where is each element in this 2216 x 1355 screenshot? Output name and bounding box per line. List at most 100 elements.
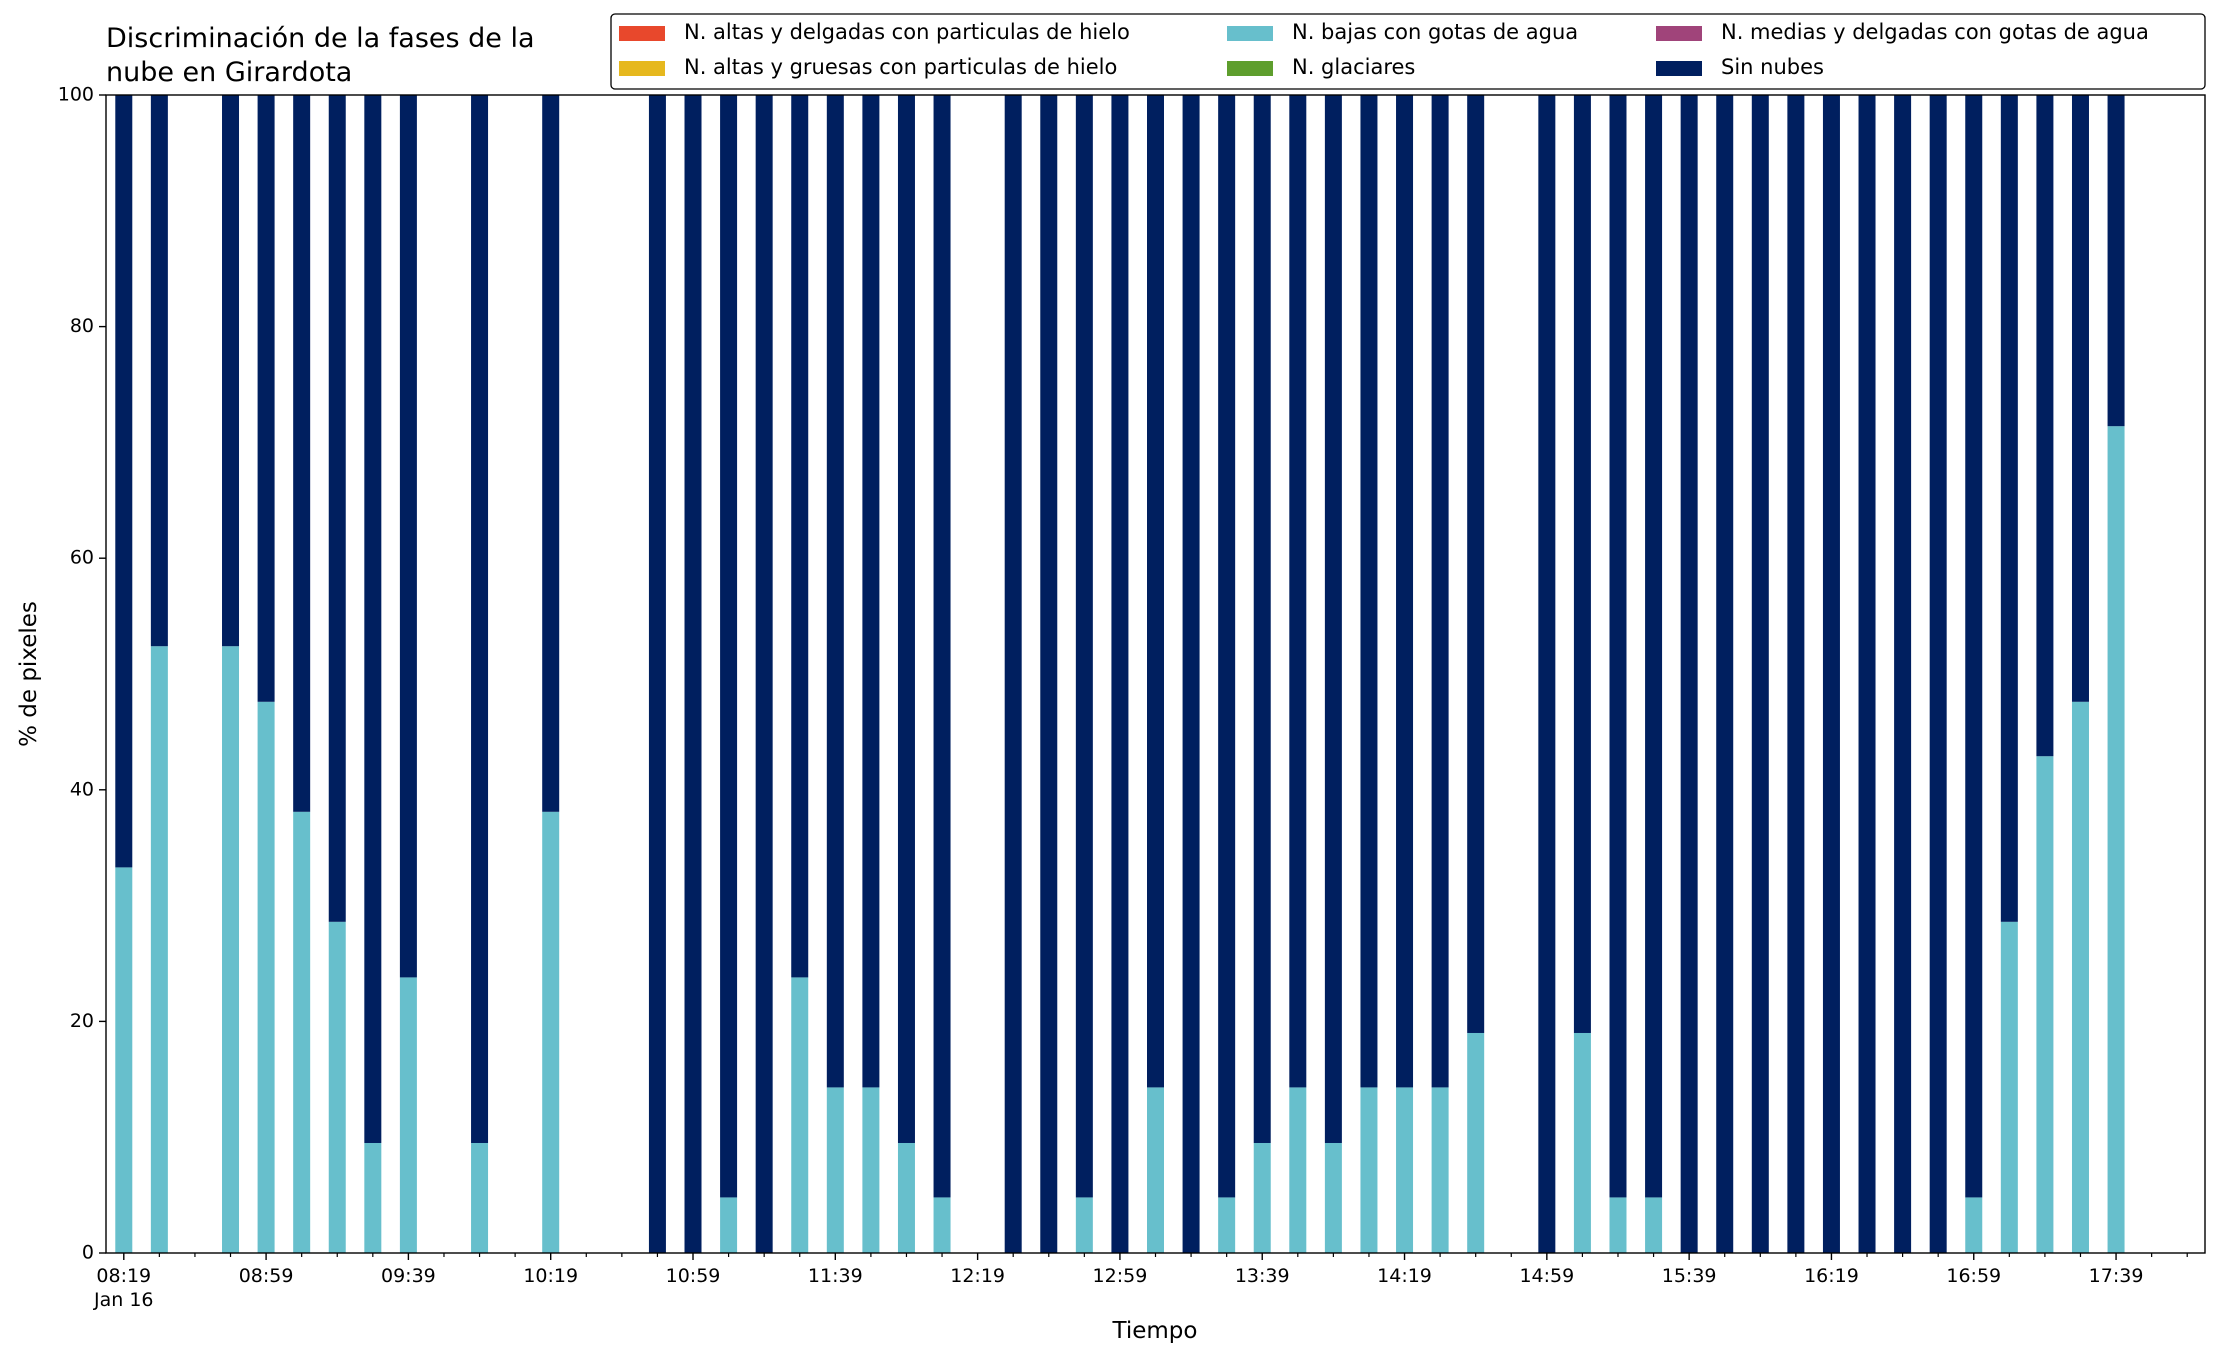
bar-segment xyxy=(1573,95,1591,1033)
bar-segment xyxy=(1609,1197,1627,1253)
bar-segment xyxy=(933,95,951,1198)
x-tick-label: 08:59 xyxy=(239,1265,294,1287)
bar-segment xyxy=(826,1087,844,1253)
bar-segment xyxy=(1680,95,1698,1253)
x-tick-label: 14:59 xyxy=(1519,1265,1574,1287)
bar-segment xyxy=(150,95,168,647)
bar-segment xyxy=(1111,95,1129,1253)
y-axis-label: % de pixeles xyxy=(16,601,42,747)
bar-segment xyxy=(471,1142,489,1253)
y-tick-label: 20 xyxy=(70,1010,94,1032)
bar-segment xyxy=(222,646,240,1253)
legend-swatch xyxy=(619,26,665,41)
legend-swatch xyxy=(1656,61,1702,76)
bar-segment xyxy=(720,1197,738,1253)
bar-segment xyxy=(1858,95,1876,1253)
x-tick-label: 14:19 xyxy=(1377,1265,1432,1287)
bar-segment xyxy=(897,95,915,1143)
bar-segment xyxy=(1645,95,1663,1198)
bar-segment xyxy=(1182,95,1200,1253)
x-tick-label: 17:39 xyxy=(2089,1265,2144,1287)
y-tick-label: 0 xyxy=(82,1242,94,1264)
legend-label: N. medias y delgadas con gotas de agua xyxy=(1721,20,2149,44)
x-tick-label: 08:19 xyxy=(96,1265,151,1287)
bar-segment xyxy=(862,95,880,1088)
legend-label: N. glaciares xyxy=(1292,55,1415,79)
chart-title: Discriminación de la fases de la nube en… xyxy=(106,23,535,88)
bar-segment xyxy=(2036,95,2054,757)
x-date-label: Jan 16 xyxy=(93,1289,154,1311)
y-tick-label: 80 xyxy=(70,315,94,337)
x-tick-label: 13:39 xyxy=(1235,1265,1290,1287)
legend-label: N. bajas con gotas de agua xyxy=(1292,20,1578,44)
legend-swatch xyxy=(1227,26,1273,41)
bar-segment xyxy=(791,977,809,1253)
bar-segment xyxy=(826,95,844,1088)
bar-segment xyxy=(648,95,666,1253)
bar-segment xyxy=(1894,95,1912,1253)
bar-segment xyxy=(2036,756,2054,1253)
legend-label: N. altas y delgadas con particulas de hi… xyxy=(684,20,1130,44)
y-tick-label: 60 xyxy=(70,547,94,569)
bar-segment xyxy=(1787,95,1805,1253)
bar-segment xyxy=(1751,95,1769,1253)
bar-segment xyxy=(115,95,133,868)
x-tick-label: 11:39 xyxy=(808,1265,863,1287)
legend-swatch xyxy=(619,61,665,76)
plot-frame xyxy=(105,94,2206,1254)
bar-segment xyxy=(328,921,346,1253)
bar-segment xyxy=(1929,95,1947,1253)
bar-segment xyxy=(1218,1197,1236,1253)
bar-segment xyxy=(1467,1032,1485,1253)
legend-frame xyxy=(610,13,2206,90)
bar-segment xyxy=(684,95,702,1253)
bar-segment xyxy=(2000,95,2018,922)
legend-label: N. altas y gruesas con particulas de hie… xyxy=(684,55,1117,79)
bar-segment xyxy=(1075,1197,1093,1253)
bar-segment xyxy=(1573,1032,1591,1253)
bar-segment xyxy=(1822,95,1840,1253)
bar-segment xyxy=(1965,95,1983,1198)
bar-segment xyxy=(1360,95,1378,1088)
x-tick-label: 15:39 xyxy=(1662,1265,1717,1287)
y-tick-label: 40 xyxy=(70,778,94,800)
bar-segment xyxy=(862,1087,880,1253)
bar-segment xyxy=(2071,95,2089,702)
x-tick-label: 16:19 xyxy=(1804,1265,1859,1287)
x-tick-label: 10:59 xyxy=(666,1265,721,1287)
bar-segment xyxy=(2107,95,2125,427)
bar-segment xyxy=(2000,921,2018,1253)
x-tick-label: 16:59 xyxy=(1946,1265,2001,1287)
bar-segment xyxy=(1431,95,1449,1088)
bar-segment xyxy=(720,95,738,1198)
legend-swatch xyxy=(1656,26,1702,41)
bar-segment xyxy=(1147,95,1164,1088)
bar-segment xyxy=(257,701,275,1253)
bar-segment xyxy=(1396,95,1414,1088)
bar-segment xyxy=(1360,1087,1378,1253)
bar-segment xyxy=(542,811,560,1253)
bar-segment xyxy=(2071,701,2089,1253)
bar-segment xyxy=(1324,95,1342,1143)
bar-segment xyxy=(328,95,346,922)
bar-segment xyxy=(897,1142,915,1253)
bar-segment xyxy=(399,977,417,1253)
bar-segment xyxy=(1467,95,1485,1033)
x-tick-label: 10:19 xyxy=(523,1265,578,1287)
bar-segment xyxy=(1289,1087,1307,1253)
bar-segment xyxy=(1218,95,1236,1198)
bar-segment xyxy=(1396,1087,1414,1253)
bar-segment xyxy=(399,95,417,978)
bar-segment xyxy=(364,95,382,1143)
bar-segment xyxy=(471,95,489,1143)
legend-label: Sin nubes xyxy=(1721,55,1824,79)
bar-segment xyxy=(1324,1142,1342,1253)
bar-segment xyxy=(1253,1142,1271,1253)
x-tick-label: 09:39 xyxy=(381,1265,436,1287)
bar-segment xyxy=(1147,1087,1164,1253)
bar-segment xyxy=(933,1197,951,1253)
bar-segment xyxy=(1075,95,1093,1198)
bar-segment xyxy=(1645,1197,1663,1253)
